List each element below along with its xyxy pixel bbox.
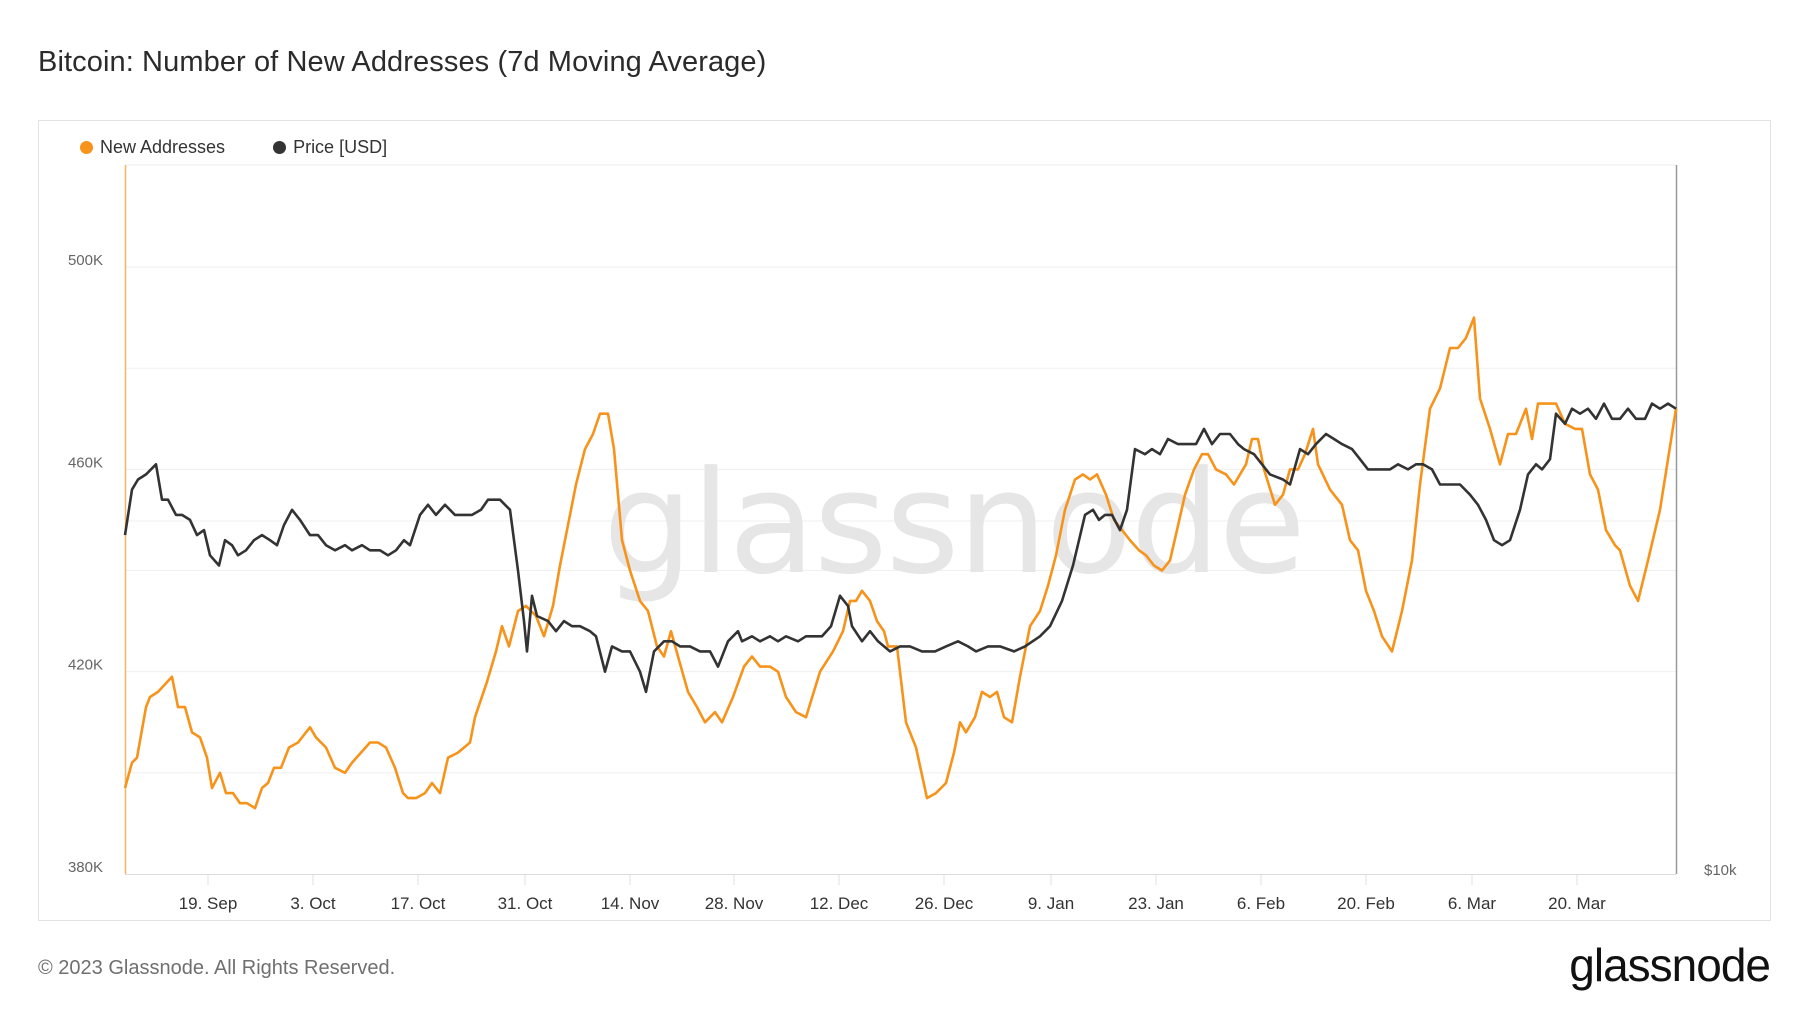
legend-dot-orange-icon	[80, 141, 93, 154]
right-axis-label: $10k	[1704, 862, 1737, 879]
y-tick-label: 420K	[68, 657, 103, 674]
y-axis-ticks: 500K 460K 420K 380K	[68, 252, 103, 876]
legend-item-new-addresses[interactable]: New Addresses	[80, 137, 225, 158]
new-addresses-line	[123, 316, 1678, 810]
x-tick-label: 28. Nov	[705, 894, 764, 913]
x-tick-label: 23. Jan	[1128, 894, 1184, 913]
price-line	[123, 402, 1677, 694]
glassnode-logo: glassnode	[1569, 939, 1771, 991]
x-axis-ticks: 19. Sep 3. Oct 17. Oct 31. Oct 14. Nov 28. No…	[179, 875, 1606, 913]
x-tick-label: 19. Sep	[179, 894, 238, 913]
legend-label-price: Price [USD]	[293, 137, 388, 157]
x-tick-label: 3. Oct	[290, 894, 336, 913]
x-tick-label: 20. Feb	[1337, 894, 1395, 913]
copyright-footer: © 2023 Glassnode. All Rights Reserved.	[38, 957, 396, 979]
x-tick-label: 6. Feb	[1237, 894, 1285, 913]
legend-label-new-addresses: New Addresses	[100, 137, 226, 157]
y-tick-label: 380K	[68, 859, 103, 876]
chart-legend: New Addresses Price [USD]	[80, 137, 387, 158]
legend-dot-dark-icon	[273, 141, 287, 154]
legend-item-price[interactable]: Price [USD]	[273, 137, 387, 158]
x-tick-label: 14. Nov	[601, 894, 660, 913]
x-tick-label: 6. Mar	[1448, 894, 1497, 913]
x-tick-label: 20. Mar	[1548, 894, 1606, 913]
y-tick-label: 460K	[68, 454, 103, 471]
x-tick-label: 26. Dec	[915, 894, 974, 913]
x-tick-label: 31. Oct	[498, 894, 553, 913]
x-tick-label: 12. Dec	[810, 894, 869, 913]
y-tick-label: 500K	[68, 252, 103, 269]
x-tick-label: 9. Jan	[1028, 894, 1074, 913]
x-tick-label: 17. Oct	[391, 894, 446, 913]
chart-title: Bitcoin: Number of New Addresses (7d Mov…	[38, 46, 767, 78]
watermark: glassnode	[603, 441, 1304, 606]
